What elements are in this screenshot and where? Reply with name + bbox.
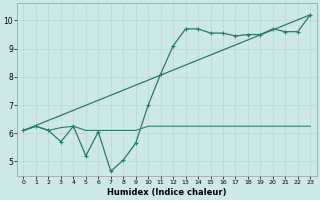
X-axis label: Humidex (Indice chaleur): Humidex (Indice chaleur) (107, 188, 227, 197)
